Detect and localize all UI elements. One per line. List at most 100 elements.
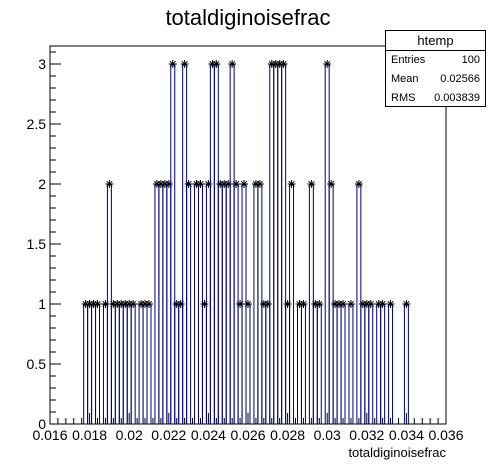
- histogram-bar: [333, 304, 337, 424]
- data-point-marker: [402, 300, 410, 308]
- stats-row-rms: RMS 0.003839: [386, 89, 485, 108]
- histogram-bar: [238, 304, 242, 424]
- data-point-marker: [387, 300, 395, 308]
- x-tick-label: 0.026: [230, 427, 265, 443]
- data-point-marker: [212, 60, 220, 68]
- stats-title: htemp: [386, 31, 485, 51]
- data-point-marker: [280, 60, 288, 68]
- y-tick-label: 1: [38, 296, 46, 312]
- histogram-bar: [404, 304, 408, 424]
- histogram-bar: [230, 64, 234, 424]
- histogram-bar: [131, 304, 135, 424]
- x-tick-label: 0.036: [428, 427, 463, 443]
- entries-value: 100: [462, 51, 480, 70]
- histogram-bar: [254, 184, 258, 424]
- y-tick-label: 0.5: [27, 356, 47, 372]
- x-tick-label: 0.018: [72, 427, 107, 443]
- histogram-bar: [88, 304, 92, 424]
- histogram-bar: [286, 304, 290, 424]
- histogram-bar: [301, 304, 305, 424]
- data-point-marker: [256, 180, 264, 188]
- data-point-marker: [224, 180, 232, 188]
- histogram-bar: [313, 304, 317, 424]
- histogram-bar: [187, 184, 191, 424]
- y-tick-label: 1.5: [27, 236, 47, 252]
- data-point-marker: [185, 180, 193, 188]
- data-point-marker: [228, 60, 236, 68]
- rms-label: RMS: [391, 89, 415, 108]
- histogram-bar: [369, 304, 373, 424]
- histogram-bar: [119, 304, 123, 424]
- data-point-marker: [101, 300, 109, 308]
- stats-row-mean: Mean 0.02566: [386, 70, 485, 89]
- y-tick-label: 0: [38, 416, 46, 432]
- histogram-bar: [365, 304, 369, 424]
- data-point-marker: [379, 300, 387, 308]
- y-tick-label: 3: [38, 56, 46, 72]
- x-tick-label: 0.034: [389, 427, 424, 443]
- histogram-bar: [103, 304, 107, 424]
- histogram-bar: [202, 304, 206, 424]
- histogram-bar: [226, 184, 230, 424]
- histogram-bar: [139, 304, 143, 424]
- data-point-marker: [347, 300, 355, 308]
- x-tick-label: 0.02: [116, 427, 143, 443]
- data-point-marker: [307, 180, 315, 188]
- histogram-bar: [159, 184, 163, 424]
- entries-label: Entries: [391, 51, 425, 70]
- x-tick-label: 0.024: [191, 427, 226, 443]
- data-point-marker: [244, 300, 252, 308]
- y-tick-label: 2: [38, 176, 46, 192]
- data-point-marker: [181, 60, 189, 68]
- data-point-marker: [129, 300, 137, 308]
- histogram-bar: [96, 304, 100, 424]
- data-point-marker: [196, 180, 204, 188]
- histogram-bar: [127, 304, 131, 424]
- histogram-bar: [317, 304, 321, 424]
- histogram-bar: [389, 304, 393, 424]
- data-point-marker: [323, 60, 331, 68]
- x-tick-label: 0.03: [314, 427, 341, 443]
- histogram-bar: [218, 184, 222, 424]
- histogram-bar: [377, 304, 381, 424]
- data-point-marker: [315, 300, 323, 308]
- histogram-bar: [325, 64, 329, 424]
- histogram-bar: [143, 304, 147, 424]
- histogram-bar: [337, 304, 341, 424]
- chart-title: totaldiginoisefrac: [165, 5, 330, 30]
- histogram-bar: [167, 184, 171, 424]
- data-point-marker: [204, 180, 212, 188]
- data-point-marker: [165, 180, 173, 188]
- data-point-marker: [145, 300, 153, 308]
- data-point-marker: [299, 300, 307, 308]
- data-point-marker: [367, 300, 375, 308]
- data-point-marker: [327, 180, 335, 188]
- data-point-marker: [284, 300, 292, 308]
- data-point-marker: [200, 300, 208, 308]
- rms-value: 0.003839: [434, 89, 480, 108]
- data-point-marker: [236, 300, 244, 308]
- x-tick-label: 0.032: [349, 427, 384, 443]
- histogram-bar: [341, 304, 345, 424]
- histogram-bar: [349, 304, 353, 424]
- histogram-bar: [175, 304, 179, 424]
- x-tick-label: 0.028: [270, 427, 305, 443]
- x-tick-label: 0.022: [151, 427, 186, 443]
- histogram-bar: [111, 304, 115, 424]
- histogram-bar: [361, 304, 365, 424]
- data-point-marker: [169, 60, 177, 68]
- data-point-marker: [94, 300, 102, 308]
- data-point-marker: [240, 180, 248, 188]
- histogram-bar: [262, 304, 266, 424]
- histogram-bar: [270, 64, 274, 424]
- histogram-bar: [92, 304, 96, 424]
- histogram-bar: [179, 304, 183, 424]
- data-point-marker: [177, 300, 185, 308]
- histogram-bar: [222, 184, 226, 424]
- histogram-bar: [278, 64, 282, 424]
- data-point-marker: [355, 180, 363, 188]
- histogram-bar: [214, 64, 218, 424]
- histogram-bar: [84, 304, 88, 424]
- histogram-bar: [171, 64, 175, 424]
- data-point-marker: [105, 180, 113, 188]
